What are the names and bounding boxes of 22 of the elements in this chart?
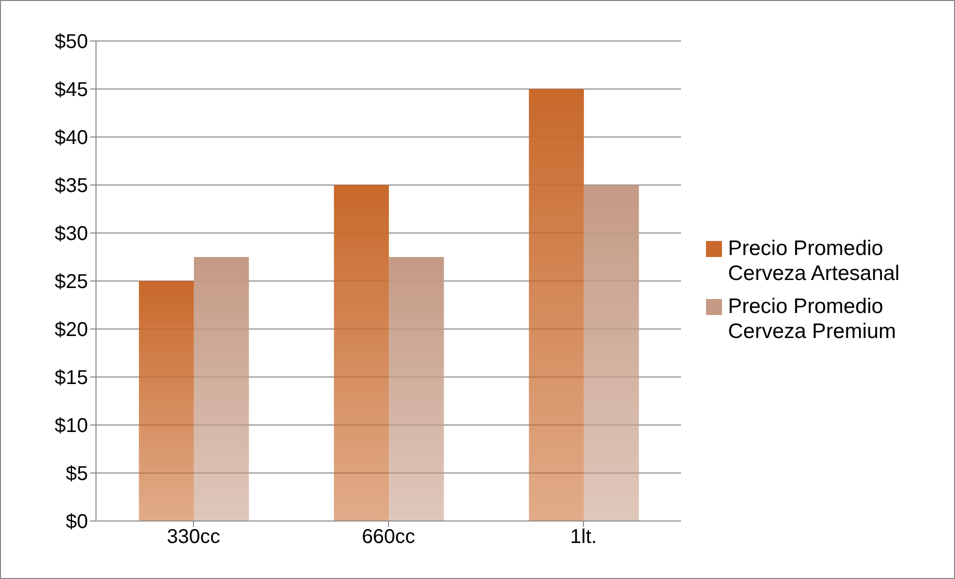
y-tick-label: $20 [54,319,88,342]
legend-label: Precio Promedio Cerveza Artesanal [728,236,901,286]
bar [528,89,584,521]
y-tick-label: $0 [66,511,88,534]
y-tick-label: $30 [54,223,88,246]
legend-label: Precio Promedio Cerveza Premium [728,294,898,344]
y-tick-label: $15 [54,367,88,390]
bar [194,257,249,521]
y-tick-label: $40 [54,127,88,150]
bar [388,257,444,521]
bar [138,281,194,521]
x-tick-label: 1lt. [570,526,597,548]
y-tick-label: $35 [54,175,88,198]
y-tick-label: $10 [54,415,88,438]
y-tick-label: $25 [54,271,88,294]
bar [334,185,389,521]
x-tick-label: 330cc [166,526,220,548]
y-tick-label: $50 [54,31,88,54]
x-tick-label: 660cc [362,526,416,548]
y-tick-label: $45 [54,79,88,102]
bar [584,185,639,521]
y-tick-label: $5 [66,463,88,486]
